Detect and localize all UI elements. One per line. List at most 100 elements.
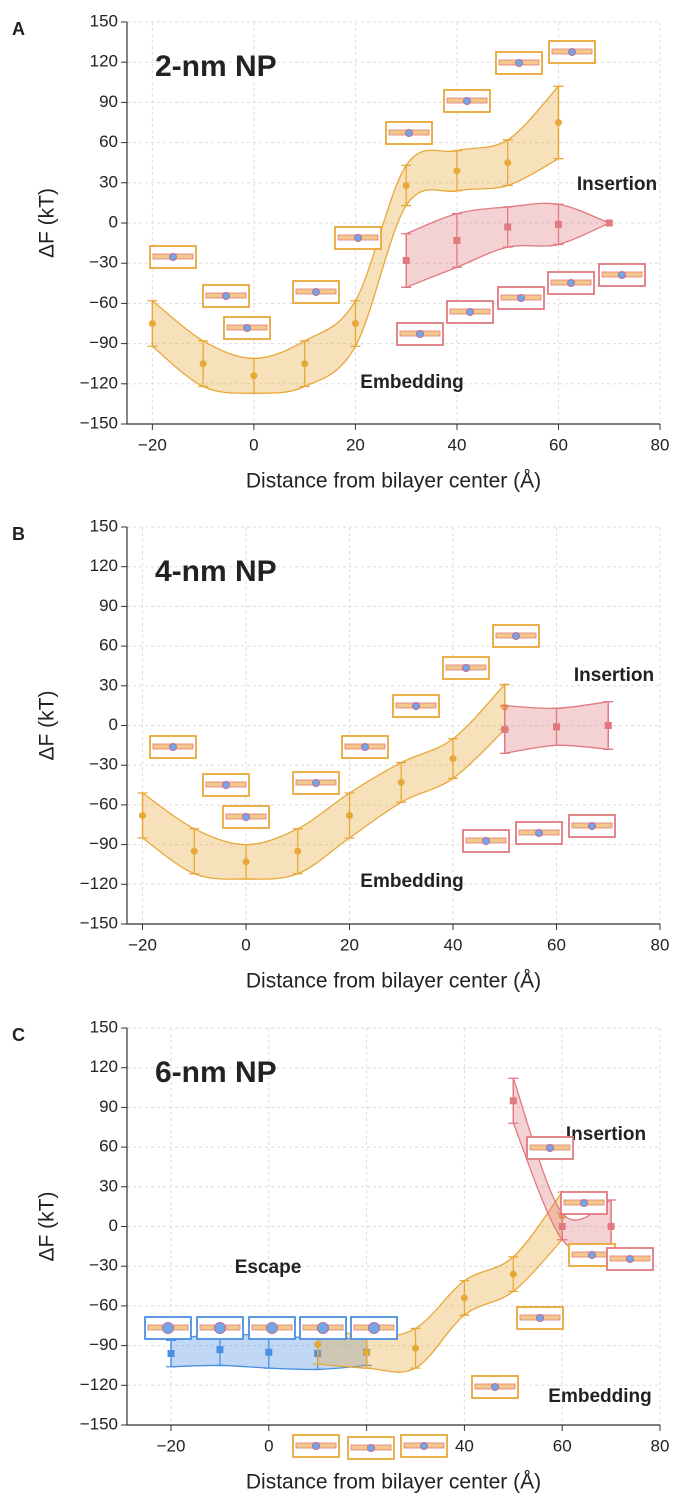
point	[139, 811, 147, 819]
y-tick-label: 150	[90, 11, 118, 30]
nanoparticle	[580, 1199, 588, 1207]
point	[504, 159, 512, 167]
panel: −150−120−90−60−300306090120150−200204060…	[12, 1017, 669, 1493]
y-tick-label: 120	[90, 52, 118, 71]
x-tick-label: 40	[444, 935, 463, 954]
y-tick-label: 90	[99, 92, 118, 111]
x-tick-label: 20	[346, 435, 365, 454]
point	[242, 858, 250, 866]
axes	[126, 1028, 660, 1426]
nanoparticle	[536, 1314, 544, 1322]
x-tick-label: 0	[249, 435, 258, 454]
point	[553, 723, 561, 731]
point	[509, 1270, 517, 1278]
nanoparticle	[491, 1383, 499, 1391]
nanoparticle	[412, 702, 420, 710]
nanoparticle	[214, 1322, 226, 1334]
x-tick-label: −20	[128, 935, 157, 954]
y-tick-label: 60	[99, 132, 118, 151]
nanoparticle	[222, 292, 230, 300]
y-tick-label: −30	[89, 253, 118, 272]
x-axis-label: Distance from bilayer center (Å)	[246, 470, 541, 493]
series-label: Insertion	[566, 1124, 646, 1145]
y-tick-label: 60	[99, 636, 118, 655]
point	[501, 725, 509, 733]
point	[397, 778, 405, 786]
nanoparticle	[517, 294, 525, 302]
panel-title: 6-nm NP	[155, 1056, 277, 1089]
x-tick-label: 20	[340, 935, 359, 954]
x-tick-label: 40	[455, 1436, 474, 1455]
y-tick-label: −120	[80, 1375, 118, 1394]
y-tick-label: 120	[90, 556, 118, 575]
panel-label: B	[12, 524, 25, 544]
point	[460, 1294, 468, 1302]
nanoparticle	[462, 664, 470, 672]
x-tick-label: 60	[547, 935, 566, 954]
point	[453, 236, 461, 244]
y-axis-label: ΔF (kT)	[36, 1191, 59, 1261]
series-label: Insertion	[577, 174, 657, 195]
point	[190, 847, 198, 855]
point	[402, 181, 410, 189]
x-tick-label: 0	[264, 1436, 273, 1455]
x-tick-label: −20	[138, 435, 167, 454]
y-tick-label: −150	[80, 1414, 118, 1433]
y-tick-label: 120	[90, 1057, 118, 1076]
point	[509, 1097, 517, 1105]
point	[453, 167, 461, 175]
point	[604, 722, 612, 729]
x-tick-label: 60	[549, 435, 568, 454]
y-tick-label: 90	[99, 1097, 118, 1116]
point	[167, 1350, 175, 1358]
nanoparticle	[512, 632, 520, 640]
y-tick-label: −60	[89, 293, 118, 312]
series-label: Embedding	[360, 871, 463, 892]
nanoparticle	[535, 829, 543, 837]
nanoparticle	[588, 822, 596, 830]
nanoparticle	[242, 813, 250, 821]
axes	[126, 527, 660, 925]
nanoparticle	[466, 308, 474, 316]
point	[250, 372, 258, 380]
nanoparticle	[482, 837, 490, 845]
y-tick-label: 150	[90, 516, 118, 535]
y-tick-label: −60	[89, 794, 118, 813]
y-axis-label: ΔF (kT)	[36, 188, 59, 258]
x-tick-label: 40	[447, 435, 466, 454]
x-tick-label: −20	[157, 1436, 186, 1455]
nanoparticle	[626, 1255, 634, 1263]
y-tick-label: 0	[109, 1216, 118, 1235]
series-label: Embedding	[360, 372, 463, 393]
nanoparticle	[312, 288, 320, 296]
point	[351, 320, 359, 327]
x-tick-label: 80	[651, 935, 670, 954]
y-axis-label: ΔF (kT)	[36, 690, 59, 760]
x-tick-label: 80	[651, 1436, 670, 1455]
x-tick-label: 80	[651, 435, 670, 454]
nanoparticle	[317, 1322, 329, 1334]
y-tick-label: −90	[89, 1335, 118, 1354]
nanoparticle	[266, 1322, 278, 1334]
y-tick-label: 90	[99, 596, 118, 615]
panel-label: C	[12, 1025, 25, 1045]
nanoparticle	[405, 129, 413, 137]
nanoparticle	[515, 59, 523, 67]
point	[301, 360, 309, 368]
nanoparticle	[588, 1251, 596, 1259]
point	[449, 755, 457, 763]
nanoparticle	[169, 743, 177, 751]
series-label: Escape	[235, 1257, 302, 1278]
nanoparticle	[162, 1322, 174, 1334]
y-tick-label: −60	[89, 1295, 118, 1314]
nanoparticle	[568, 48, 576, 56]
panel-title: 2-nm NP	[155, 50, 277, 83]
point	[554, 220, 562, 228]
y-tick-label: −90	[89, 834, 118, 853]
nanoparticle	[312, 1442, 320, 1450]
y-tick-label: −90	[89, 333, 118, 352]
nanoparticle	[416, 330, 424, 338]
